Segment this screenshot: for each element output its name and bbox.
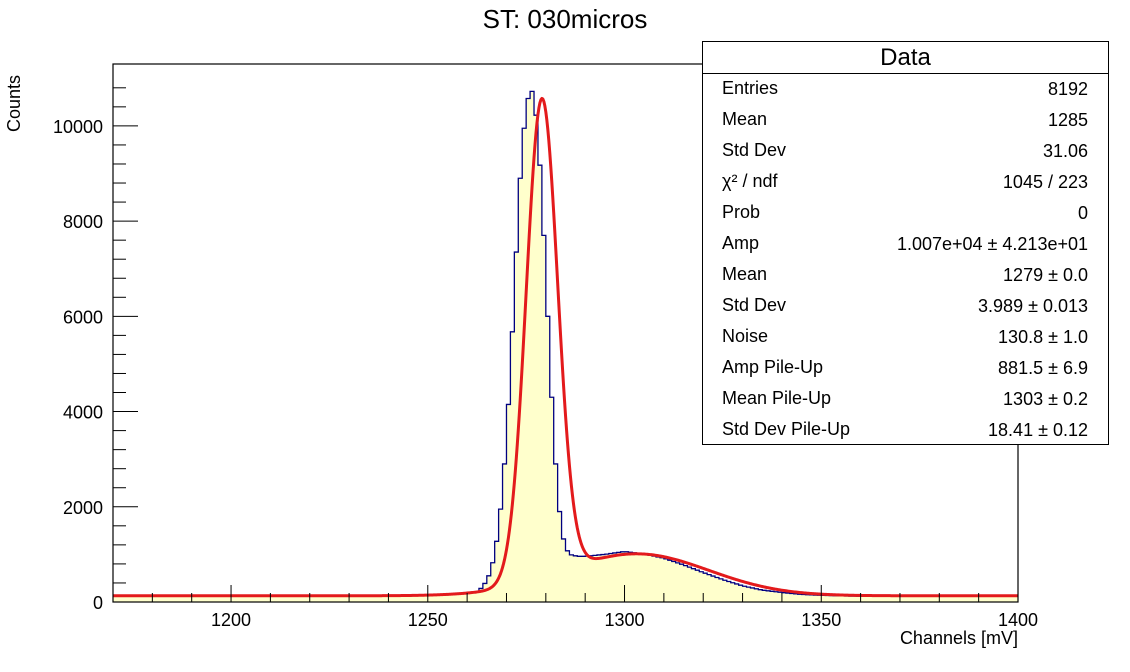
stats-row-value: 1.007e+04 ± 4.213e+01	[896, 234, 1088, 254]
x-tick-label: 1350	[801, 610, 841, 630]
stats-row-name: Std Dev Pile-Up	[722, 419, 851, 439]
stats-row-name: Prob	[722, 202, 761, 222]
fit-curve	[112, 96, 1019, 598]
stats-row: Amp Pile-Up 881.5 ± 6.9	[703, 353, 1108, 384]
x-tick-label: 1400	[998, 610, 1038, 630]
stats-row: Prob 0	[703, 198, 1108, 229]
stats-row: χ² / ndf 1045 / 223	[703, 167, 1108, 198]
stats-row: Std Dev 31.06	[703, 136, 1108, 167]
x-tick-label: 1250	[408, 610, 448, 630]
y-tick-label: 0	[93, 593, 103, 613]
chart-title: ST: 030micros	[482, 4, 648, 34]
y-tick-label: 10000	[53, 117, 103, 137]
stats-row: Amp 1.007e+04 ± 4.213e+01	[703, 229, 1108, 260]
stats-row-value: 1303 ± 0.2	[1003, 389, 1088, 409]
x-axis-label: Channels [mV]	[899, 628, 1018, 648]
y-axis-label: Counts	[4, 74, 24, 132]
stats-title: Data	[703, 42, 1108, 74]
stats-row-value: 1279 ± 0.0	[1003, 265, 1088, 285]
stats-row-value: 1045 / 223	[1002, 172, 1088, 192]
stats-row-value: 3.989 ± 0.013	[978, 296, 1088, 316]
stats-row: Mean 1285	[703, 105, 1108, 136]
stats-row: Mean Pile-Up 1303 ± 0.2	[703, 384, 1108, 415]
stats-row-value: 130.8 ± 1.0	[998, 327, 1088, 347]
stats-row-name: χ² / ndf	[722, 171, 778, 191]
stats-row-name: Amp	[722, 233, 760, 253]
stats-box: Data Entries 8192 Mean 1285 Std Dev 31.06 χ² /…	[702, 41, 1109, 445]
stats-row: Mean 1279 ± 0.0	[703, 260, 1108, 291]
stats-row-value: 1285	[1047, 110, 1088, 130]
stats-row-name: Std Dev	[722, 140, 787, 160]
stats-row-value: 8192	[1047, 79, 1088, 99]
stats-row-name: Mean	[722, 109, 768, 129]
stats-row-value: 881.5 ± 6.9	[998, 358, 1088, 378]
stats-row: Noise 130.8 ± 1.0	[703, 322, 1108, 353]
x-tick-label: 1200	[211, 610, 251, 630]
stats-row-value: 0	[1077, 203, 1088, 223]
y-tick-label: 2000	[63, 498, 103, 518]
stats-row-value: 31.06	[1042, 141, 1088, 161]
y-tick-label: 8000	[63, 212, 103, 232]
stats-row-name: Std Dev	[722, 295, 787, 315]
stats-row-name: Entries	[722, 78, 779, 98]
x-tick-label: 1300	[604, 610, 644, 630]
stats-row: Std Dev Pile-Up 18.41 ± 0.12	[703, 415, 1108, 446]
stats-row-name: Noise	[722, 326, 769, 346]
stats-row: Entries 8192	[703, 74, 1108, 105]
y-tick-label: 4000	[63, 403, 103, 423]
stats-row-name: Mean Pile-Up	[722, 388, 832, 408]
stats-row-value: 18.41 ± 0.12	[988, 420, 1088, 440]
y-tick-label: 6000	[63, 307, 103, 327]
stats-row-name: Amp Pile-Up	[722, 357, 824, 377]
stats-row-name: Mean	[722, 264, 768, 284]
stats-row: Std Dev 3.989 ± 0.013	[703, 291, 1108, 322]
